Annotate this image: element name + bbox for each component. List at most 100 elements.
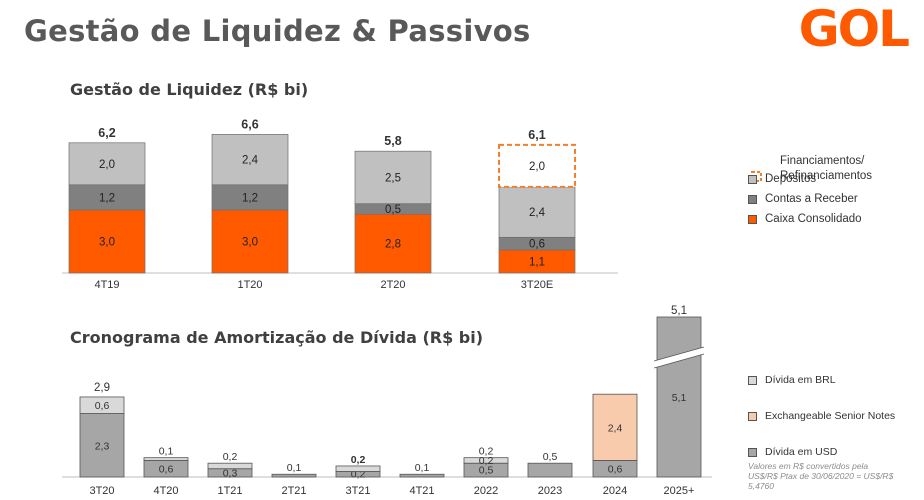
total-label-4t21: 0,1 (415, 462, 430, 474)
legend-swatch-caixa-consolidado (748, 214, 757, 224)
x-tick-3t21: 3T21 (345, 485, 370, 497)
bar-label-financiamentos-3t20e: 2,0 (529, 161, 545, 173)
bar-dep-sitos-2t20 (354, 150, 432, 205)
liquidity-legend: Financiamentos/ Refinanciamentos Depósit… (748, 154, 924, 229)
currency-note: Valores em R$ convertidos pela US$/R$ Pt… (748, 461, 894, 491)
axis-break-line-top (653, 346, 705, 362)
axis-break-line-bottom (653, 353, 705, 369)
total-label-4t19: 6,2 (98, 126, 115, 140)
legend-label-exchangeable-notes: Exchangeable Senior Notes (765, 410, 896, 422)
bar-d-vida-em-brl1t21 (207, 462, 253, 470)
liquidity-chart-title: Gestão de Liquidez (R$ bi) (70, 80, 309, 99)
bar-d-vida-em-usd4t21 (399, 473, 445, 478)
total-label-2t20: 5,8 (384, 134, 401, 148)
bar-d-vida-em-brl2022 (463, 457, 509, 464)
bar-label-d-vida-em-usd2024: 0,6 (608, 464, 623, 476)
legend-item-financiamentos: Financiamentos/ Refinanciamentos (748, 154, 924, 182)
total-label-2022: 0,2 (479, 446, 494, 458)
legend-item-contas-a-receber: Contas a Receber (748, 189, 924, 209)
bar-label-d-vida-em-usd3t20: 2,3 (95, 440, 110, 452)
legend-swatch-contas-a-receber (748, 194, 757, 204)
bar-label-caixa-consolidado-3t20e: 1,1 (529, 256, 545, 268)
x-tick-1t21: 1T21 (217, 485, 242, 497)
axis-break-2025 (654, 347, 704, 368)
bar-d-vida-em-brl3t21 (335, 465, 381, 472)
bar-label-caixa-consolidado-4t19: 3,0 (99, 237, 115, 249)
amortization-legend: Dívida em BRL Exchangeable Senior Notes … (748, 362, 895, 470)
bar-d-vida-em-usd2023 (527, 462, 573, 478)
total-label-4t20: 0,1 (159, 446, 174, 458)
bar-label-d-vida-em-usd1t21: 0,3 (223, 467, 238, 479)
total-label-1t21: 0,2 (223, 451, 238, 463)
bar-exchangeable-senior-notes2024 (592, 393, 638, 461)
legend-item-divida-brl: Dívida em BRL (748, 362, 895, 398)
bar-label-dep-sitos-1t20: 2,4 (242, 155, 259, 167)
bar-dep-sitos-1t20 (211, 134, 289, 186)
legend-item-depositos: Depósitos (748, 169, 924, 189)
x-tick-2022: 2022 (474, 485, 498, 497)
bar-label-caixa-consolidado-1t20: 3,0 (242, 237, 258, 249)
total-label-2t21: 0,1 (287, 462, 302, 474)
bar-label-d-vida-em-usd2022: 0,5 (479, 465, 494, 477)
bar-label-contas-a-receber-3t20e: 0,6 (529, 239, 545, 251)
x-tick-4t21: 4T21 (409, 485, 434, 497)
total-label-3t20e: 6,1 (528, 128, 545, 142)
legend-item-divida-usd: Dívida em USD (748, 434, 895, 470)
legend-label-depositos: Depósitos (765, 173, 817, 185)
bar-d-vida-em-usd2t21 (271, 473, 317, 478)
legend-swatch-depositos (748, 174, 757, 184)
total-label-2023: 0,5 (543, 451, 558, 463)
bar-caixa-consolidado-2t20 (354, 213, 432, 274)
x-tick-2024: 2024 (603, 485, 627, 497)
x-tick-2025: 2025+ (664, 485, 695, 497)
x-tick-2t20: 2T20 (380, 279, 405, 291)
x-tick-3t20e: 3T20E (521, 279, 553, 291)
total-label-3t21: 0,2 (351, 454, 366, 466)
bar-label-dep-sitos-4t19: 2,0 (99, 159, 115, 171)
legend-label-caixa-consolidado: Caixa Consolidado (765, 213, 862, 225)
bar-d-vida-em-brl3t20 (79, 396, 125, 414)
x-tick-1t20: 1T20 (237, 279, 262, 291)
bar-label-d-vida-em-usd4t20: 0,6 (159, 464, 174, 476)
legend-label-divida-usd: Dívida em USD (765, 446, 838, 458)
bar-d-vida-em-brl4t20 (143, 457, 189, 461)
bar-label-dep-sitos-3t20e: 2,4 (529, 207, 546, 219)
x-tick-2t21: 2T21 (281, 485, 306, 497)
bar-label-contas-a-receber-1t20: 1,2 (242, 192, 258, 204)
legend-item-caixa-consolidado: Caixa Consolidado (748, 209, 924, 229)
legend-label-contas-a-receber: Contas a Receber (765, 193, 858, 205)
x-tick-2023: 2023 (538, 485, 562, 497)
bar-label-contas-a-receber-4t19: 1,2 (99, 192, 115, 204)
bar-label-contas-a-receber-2t20: 0,5 (385, 204, 401, 216)
total-label-3t20: 2,9 (94, 382, 110, 394)
bar-label-d-vida-em-brl2022: 0,2 (479, 455, 494, 467)
bar-dep-sitos-3t20e (498, 186, 576, 238)
legend-swatch-divida-usd (748, 447, 757, 457)
bar-dep-sitos-4t19 (68, 142, 146, 186)
total-label-1t20: 6,6 (241, 117, 258, 131)
x-tick-3t20: 3T20 (89, 485, 114, 497)
bar-label-d-vida-em-brl3t20: 0,6 (95, 400, 110, 412)
bar-contas-a-receber-1t20 (211, 184, 289, 211)
legend-label-financiamentos: Financiamentos/ Refinanciamentos (780, 155, 873, 182)
bar-label-caixa-consolidado-2t20: 2,8 (385, 239, 401, 251)
legend-item-exchangeable-notes: Exchangeable Senior Notes (748, 398, 895, 434)
legend-swatch-exchangeable-notes (748, 411, 757, 421)
page-title: Gestão de Liquidez & Passivos (24, 14, 531, 48)
bar-label-d-vida-em-usd2025: 5,1 (672, 392, 687, 404)
bar-d-vida-em-usd3t20 (79, 413, 125, 478)
bar-financiamentos-3t20e (498, 143, 576, 188)
amortization-chart-title: Cronograma de Amortização de Dívida (R$ … (70, 328, 484, 347)
total-label-2025: 5,1 (671, 305, 687, 317)
legend-swatch-divida-brl (748, 375, 757, 385)
bar-label-dep-sitos-2t20: 2,5 (385, 172, 401, 184)
legend-label-divida-brl: Dívida em BRL (765, 374, 836, 386)
gol-logo: GOL (798, 0, 910, 58)
bar-d-vida-em-usd2025 (656, 316, 702, 478)
bar-caixa-consolidado-4t19 (68, 209, 146, 274)
x-tick-4t20: 4T20 (153, 485, 178, 497)
bar-label-exchangeable-senior-notes2024: 2,4 (608, 422, 623, 434)
bar-caixa-consolidado-1t20 (211, 209, 289, 274)
x-tick-4t19: 4T19 (94, 279, 119, 291)
